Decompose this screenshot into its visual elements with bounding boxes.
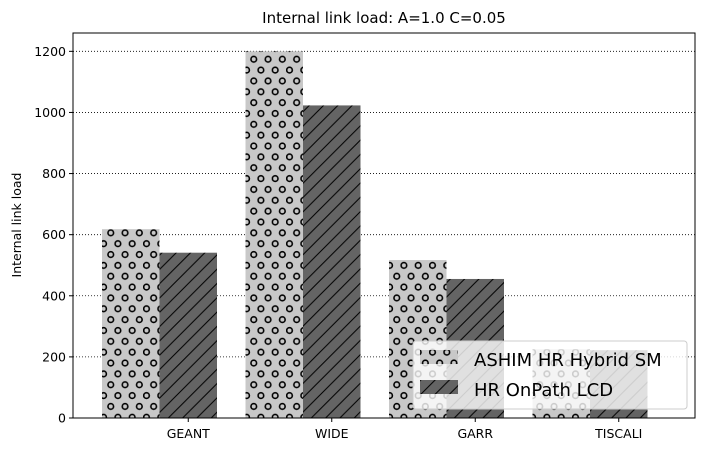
y-tick-label: 600 (42, 227, 66, 242)
legend-swatch-series-2 (420, 380, 458, 394)
legend-label-series-1: ASHIM HR Hybrid SM (474, 350, 662, 371)
legend-swatch-series-1 (420, 350, 458, 364)
x-tick-label: TISCALI (594, 426, 642, 441)
y-tick-label: 800 (42, 166, 66, 181)
plot-area-frame (72, 32, 696, 419)
legend-label-series-2: HR OnPath LCD (474, 380, 613, 401)
y-axis-ticks: 0 200 400 600 800 1000 1200 (34, 44, 73, 426)
bar-wide-series-1 (245, 51, 303, 418)
x-tick-label: GARR (457, 426, 493, 441)
x-tick-label: GEANT (167, 426, 210, 441)
x-axis-ticks: GEANT WIDE GARR TISCALI (167, 418, 642, 441)
y-tick-label: 0 (58, 411, 66, 426)
legend-frame (412, 340, 688, 410)
x-tick-label: WIDE (315, 426, 349, 441)
bar-wide-series-2 (303, 105, 361, 419)
y-tick-label: 1200 (34, 44, 66, 59)
legend: ASHIM HR Hybrid SM HR OnPath LCD (412, 340, 688, 410)
y-tick-label: 200 (42, 349, 66, 364)
bar-geant-series-2 (159, 252, 217, 418)
chart-title: Internal link load: A=1.0 C=0.05 (262, 9, 506, 27)
y-axis-label: Internal link load (9, 173, 24, 278)
bar-geant-series-1 (102, 229, 160, 418)
y-tick-label: 1000 (34, 105, 66, 120)
y-tick-label: 400 (42, 288, 66, 303)
